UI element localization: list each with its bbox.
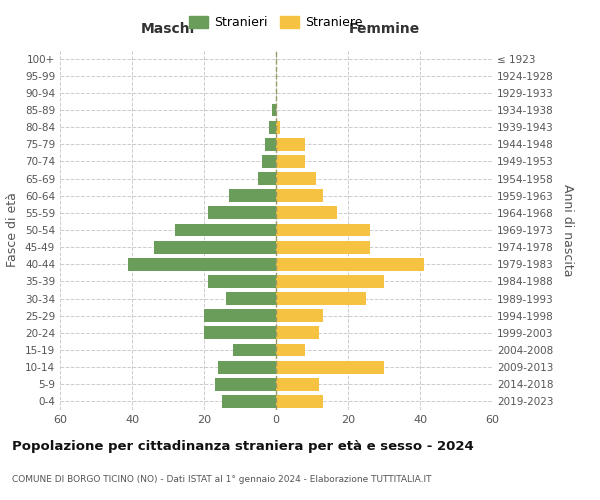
Bar — [204, 326, 276, 340]
Y-axis label: Fasce di età: Fasce di età — [7, 192, 19, 268]
Bar — [229, 190, 276, 202]
Bar — [276, 292, 366, 305]
Bar — [276, 378, 319, 390]
Bar — [276, 240, 370, 254]
Bar — [276, 344, 305, 356]
Bar — [208, 275, 276, 288]
Bar — [276, 120, 280, 134]
Bar — [226, 292, 276, 305]
Bar — [276, 275, 384, 288]
Bar — [276, 326, 319, 340]
Bar — [276, 224, 370, 236]
Bar — [233, 344, 276, 356]
Bar — [218, 360, 276, 374]
Bar — [276, 360, 384, 374]
Bar — [222, 395, 276, 408]
Bar — [276, 138, 305, 150]
Bar — [276, 155, 305, 168]
Y-axis label: Anni di nascita: Anni di nascita — [562, 184, 574, 276]
Bar — [276, 310, 323, 322]
Bar — [215, 378, 276, 390]
Text: Maschi: Maschi — [141, 22, 195, 36]
Bar — [262, 155, 276, 168]
Bar — [154, 240, 276, 254]
Bar — [276, 206, 337, 220]
Legend: Stranieri, Straniere: Stranieri, Straniere — [184, 11, 368, 34]
Bar — [128, 258, 276, 270]
Text: COMUNE DI BORGO TICINO (NO) - Dati ISTAT al 1° gennaio 2024 - Elaborazione TUTTI: COMUNE DI BORGO TICINO (NO) - Dati ISTAT… — [12, 475, 431, 484]
Bar — [258, 172, 276, 185]
Bar — [208, 206, 276, 220]
Bar — [272, 104, 276, 117]
Bar — [269, 120, 276, 134]
Text: Femmine: Femmine — [349, 22, 419, 36]
Bar — [276, 172, 316, 185]
Bar — [276, 258, 424, 270]
Bar — [265, 138, 276, 150]
Bar — [175, 224, 276, 236]
Bar — [276, 190, 323, 202]
Bar — [276, 395, 323, 408]
Text: Popolazione per cittadinanza straniera per età e sesso - 2024: Popolazione per cittadinanza straniera p… — [12, 440, 474, 453]
Bar — [204, 310, 276, 322]
